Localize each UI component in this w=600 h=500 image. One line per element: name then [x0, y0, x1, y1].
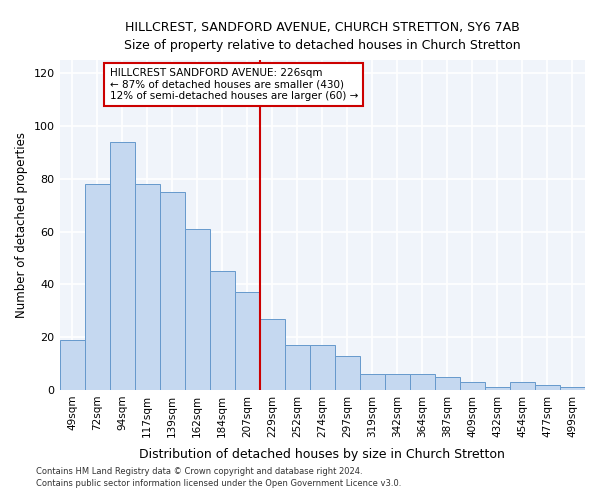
Bar — [85, 184, 110, 390]
Bar — [310, 345, 335, 390]
Bar — [410, 374, 435, 390]
Bar — [134, 184, 160, 390]
Bar — [285, 345, 310, 390]
Bar — [535, 384, 560, 390]
Bar — [59, 340, 85, 390]
Bar — [160, 192, 185, 390]
Bar — [209, 271, 235, 390]
Bar — [110, 142, 134, 390]
Bar — [435, 377, 460, 390]
X-axis label: Distribution of detached houses by size in Church Stretton: Distribution of detached houses by size … — [139, 448, 505, 461]
Bar — [185, 229, 209, 390]
Bar — [260, 318, 285, 390]
Text: Contains HM Land Registry data © Crown copyright and database right 2024.
Contai: Contains HM Land Registry data © Crown c… — [36, 466, 401, 487]
Bar — [460, 382, 485, 390]
Bar — [510, 382, 535, 390]
Bar — [235, 292, 260, 390]
Title: HILLCREST, SANDFORD AVENUE, CHURCH STRETTON, SY6 7AB
Size of property relative t: HILLCREST, SANDFORD AVENUE, CHURCH STRET… — [124, 21, 521, 52]
Bar — [360, 374, 385, 390]
Bar — [385, 374, 410, 390]
Y-axis label: Number of detached properties: Number of detached properties — [15, 132, 28, 318]
Text: HILLCREST SANDFORD AVENUE: 226sqm
← 87% of detached houses are smaller (430)
12%: HILLCREST SANDFORD AVENUE: 226sqm ← 87% … — [110, 68, 358, 101]
Bar — [485, 388, 510, 390]
Bar — [560, 388, 585, 390]
Bar — [335, 356, 360, 390]
